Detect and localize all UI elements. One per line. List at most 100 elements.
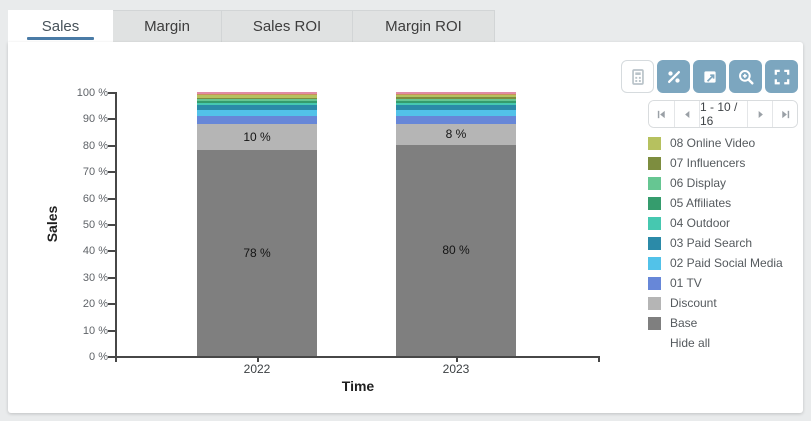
chart-toolbar <box>621 60 798 93</box>
y-tick-mark <box>108 144 115 147</box>
bar-segment-02-paid-social-media <box>197 109 317 116</box>
y-tick-label: 60 % <box>82 192 108 205</box>
tab-label: Margin <box>144 18 190 35</box>
y-tick-mark <box>108 250 115 253</box>
previous-page-icon <box>684 110 689 118</box>
stacked-bar-chart: Sales Time 0 % 10 % 20 % 30 % 40 % 50 % 60 % 70… <box>8 42 648 413</box>
legend-item-label: Discount <box>670 296 717 310</box>
fullscreen-icon <box>774 69 789 84</box>
legend-item-label: 03 Paid Search <box>670 236 753 250</box>
legend-item[interactable]: Base <box>648 313 783 333</box>
active-tab-underline <box>27 37 94 40</box>
y-tick-label: 90 % <box>82 113 108 126</box>
legend-swatch-icon <box>648 156 661 170</box>
next-page-icon <box>758 110 763 118</box>
legend-item[interactable]: Discount <box>648 293 783 313</box>
bar-segment-value-label: 78 % <box>243 246 271 261</box>
x-axis-end-tick <box>115 358 117 362</box>
bar-segment-unlabeled-series-12 <box>197 92 317 94</box>
bar-segment-unlabeled-series-11 <box>197 93 317 96</box>
legend-item-label: Base <box>670 316 698 330</box>
previous-page-button[interactable] <box>674 101 699 127</box>
x-category-tick <box>456 358 458 362</box>
legend-swatch-icon <box>648 176 661 190</box>
calculator-button[interactable] <box>621 60 654 93</box>
legend: 08 Online Video 07 Influencers 06 Display 0… <box>648 133 783 353</box>
bar-segment-base <box>197 150 317 356</box>
y-tick-label: 100 % <box>76 87 108 99</box>
chart-card: Sales Time 0 % 10 % 20 % 30 % 40 % 50 % 60 % 70… <box>8 42 803 413</box>
y-tick-mark <box>108 224 115 226</box>
x-axis-line <box>115 356 600 358</box>
legend-item-label: 08 Online Video <box>670 136 756 150</box>
tab-sales[interactable]: Sales <box>8 10 113 42</box>
calculator-icon <box>631 68 644 85</box>
bar-segment-unlabeled-series-11 <box>396 93 516 96</box>
legend-swatch-icon <box>648 316 661 330</box>
x-axis-end-tick <box>598 358 600 362</box>
legend-item[interactable]: 03 Paid Search <box>648 233 783 253</box>
bar-segment-03-paid-search <box>396 105 516 110</box>
bar-segment-04-outdoor <box>396 102 516 106</box>
legend-item-label: 06 Display <box>670 176 727 190</box>
bar-segment-base <box>396 144 516 356</box>
legend-swatch-icon <box>648 216 661 230</box>
y-tick-label: 40 % <box>82 245 108 258</box>
zoom-in-button[interactable] <box>729 60 762 93</box>
y-tick-mark <box>108 171 115 174</box>
tab-margin[interactable]: Margin <box>113 10 222 42</box>
bar-segment-05-affiliates <box>197 101 317 103</box>
tab-sales-roi[interactable]: Sales ROI <box>222 10 353 42</box>
legend-item-label: 04 Outdoor <box>670 216 731 230</box>
bar-segment-value-label: 10 % <box>243 129 271 144</box>
tab-label: Margin ROI <box>385 18 462 35</box>
bar-segment-01-tv <box>197 115 317 124</box>
last-page-icon <box>781 110 789 118</box>
y-tick-mark <box>108 276 115 279</box>
legend-swatch-icon <box>648 236 661 250</box>
y-tick-label: 30 % <box>82 271 108 284</box>
legend-item[interactable]: 01 TV <box>648 273 783 293</box>
percent-button[interactable] <box>657 60 690 93</box>
legend-item[interactable]: 08 Online Video <box>648 133 783 153</box>
y-tick-mark <box>108 197 115 200</box>
next-page-button[interactable] <box>747 101 772 127</box>
legend-item[interactable]: 06 Display <box>648 173 783 193</box>
legend-item[interactable]: 07 Influencers <box>648 153 783 173</box>
y-tick-label: 10 % <box>82 324 108 337</box>
export-image-icon <box>703 70 716 83</box>
last-page-button[interactable] <box>772 101 797 127</box>
bar-segment-06-display <box>396 98 516 101</box>
legend-item[interactable]: 04 Outdoor <box>648 213 783 233</box>
first-page-button[interactable] <box>649 101 674 127</box>
legend-item[interactable]: 02 Paid Social Media <box>648 253 783 273</box>
bar-segment-value-label: 80 % <box>442 243 470 258</box>
legend-item-label: 07 Influencers <box>670 156 746 170</box>
y-tick-label: 50 % <box>82 219 108 231</box>
x-category-label: 2022 <box>243 362 271 376</box>
bar-segment-03-paid-search <box>197 105 317 110</box>
y-axis-title: Sales <box>44 205 60 243</box>
first-page-icon <box>657 110 665 118</box>
bar-segment-discount <box>396 123 516 145</box>
bar-segment-06-display <box>197 99 317 102</box>
bar-segment-unlabeled-series-12 <box>396 92 516 94</box>
x-category-tick <box>257 358 259 362</box>
bar-segment-08-online-video <box>396 95 516 98</box>
legend-pagination: 1 - 10 / 16 <box>648 100 798 128</box>
x-category-label: 2023 <box>442 362 470 376</box>
legend-item[interactable]: 05 Affiliates <box>648 193 783 213</box>
tab-margin-roi[interactable]: Margin ROI <box>353 10 495 42</box>
y-tick-mark <box>108 92 115 94</box>
bar-segment-01-tv <box>396 115 516 124</box>
bar-segment-02-paid-social-media <box>396 109 516 116</box>
legend-hide-all[interactable]: Hide all <box>670 336 711 350</box>
legend-swatch-icon <box>648 196 661 210</box>
y-axis-line <box>115 92 117 358</box>
export-image-button[interactable] <box>693 60 726 93</box>
legend-swatch-icon <box>648 136 661 150</box>
fullscreen-button[interactable] <box>765 60 798 93</box>
legend-item-label: 01 TV <box>670 276 702 290</box>
bar-segment-04-outdoor <box>197 102 317 106</box>
y-tick-mark <box>108 329 115 332</box>
